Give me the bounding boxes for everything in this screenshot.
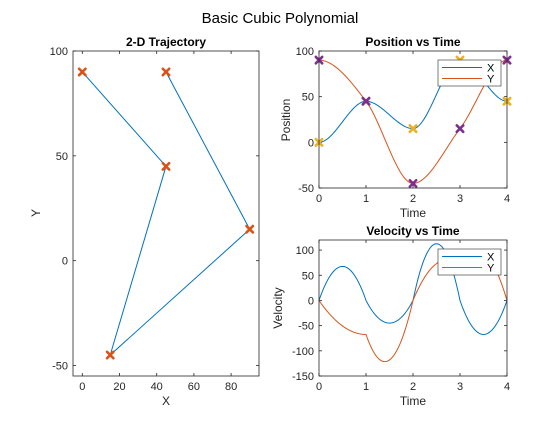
trajectory-ytick-label: 100 xyxy=(50,46,68,58)
velocity-xtick-label: 3 xyxy=(457,381,463,393)
position-y-waypoint-marker xyxy=(408,178,418,188)
trajectory-xtick-label: 0 xyxy=(79,381,85,393)
trajectory-xlabel: X xyxy=(162,394,170,408)
position-xtick-label: 0 xyxy=(316,193,322,205)
trajectory-waypoint-marker xyxy=(245,224,255,234)
position-x-waypoint-marker xyxy=(408,124,418,134)
trajectory-waypoint-marker xyxy=(77,67,87,77)
trajectory-plot: 2-D Trajectory 0 20 40 60 80 -50 0 50 100 X Y xyxy=(29,35,260,408)
velocity-ytick-label: -100 xyxy=(292,346,314,358)
trajectory-axes-box xyxy=(72,50,260,377)
figure-title: Basic Cubic Polynomial xyxy=(202,10,359,27)
velocity-ylabel: Velocity xyxy=(271,287,285,328)
trajectory-waypoint-marker xyxy=(105,350,115,360)
position-xlabel: Time xyxy=(400,206,427,220)
trajectory-path xyxy=(81,71,251,357)
position-xtick-label: 3 xyxy=(457,193,463,205)
velocity-legend: X Y xyxy=(437,248,502,276)
position-ytick-label: 100 xyxy=(296,46,314,58)
velocity-xlabel: Time xyxy=(400,394,427,408)
velocity-xtick-label: 4 xyxy=(504,381,510,393)
trajectory-ylabel: Y xyxy=(29,209,43,217)
velocity-xtick-label: 2 xyxy=(410,381,416,393)
velocity-legend-x: X xyxy=(487,252,495,264)
position-legend-x: X xyxy=(487,63,495,75)
velocity-ytick-label: 100 xyxy=(296,245,314,257)
velocity-xtick-label: 1 xyxy=(363,381,369,393)
trajectory-xtick-label: 60 xyxy=(188,381,200,393)
trajectory-waypoint-marker xyxy=(161,67,171,77)
velocity-ytick-label: -50 xyxy=(298,321,314,333)
trajectory-xtick-label: 40 xyxy=(151,381,163,393)
position-y-waypoint-marker xyxy=(361,96,371,106)
trajectory-waypoint-marker xyxy=(161,161,171,171)
velocity-axes-box xyxy=(318,239,508,377)
velocity-xtick-label: 0 xyxy=(316,381,322,393)
trajectory-xtick-label: 20 xyxy=(113,381,125,393)
position-ytick-label: 50 xyxy=(302,92,314,104)
position-xtick-label: 2 xyxy=(410,193,416,205)
position-y-waypoint-marker xyxy=(455,124,465,134)
position-ytick-label: -50 xyxy=(298,183,314,195)
velocity-ytick-label: 0 xyxy=(308,295,314,307)
position-xtick-label: 4 xyxy=(504,193,510,205)
trajectory-xtick-label: 80 xyxy=(225,381,237,393)
trajectory-ytick-label: 0 xyxy=(62,256,68,268)
position-ytick-label: 0 xyxy=(308,137,314,149)
position-legend: X Y xyxy=(437,59,502,87)
position-legend-y: Y xyxy=(487,74,495,86)
position-ylabel: Position xyxy=(279,99,293,142)
trajectory-ytick-label: -50 xyxy=(52,361,68,373)
trajectory-title: 2-D Trajectory xyxy=(126,35,206,49)
position-axes-box xyxy=(318,50,508,189)
position-title: Position vs Time xyxy=(365,35,460,49)
position-xtick-label: 1 xyxy=(363,193,369,205)
trajectory-ytick-label: 50 xyxy=(56,151,68,163)
velocity-ytick-label: 50 xyxy=(302,270,314,282)
velocity-ytick-label: -150 xyxy=(292,371,314,383)
velocity-title: Velocity vs Time xyxy=(366,224,459,238)
velocity-legend-y: Y xyxy=(487,263,495,275)
velocity-plot: Velocity vs Time 0 1 2 3 4-150-100-50050100 … xyxy=(271,224,510,408)
